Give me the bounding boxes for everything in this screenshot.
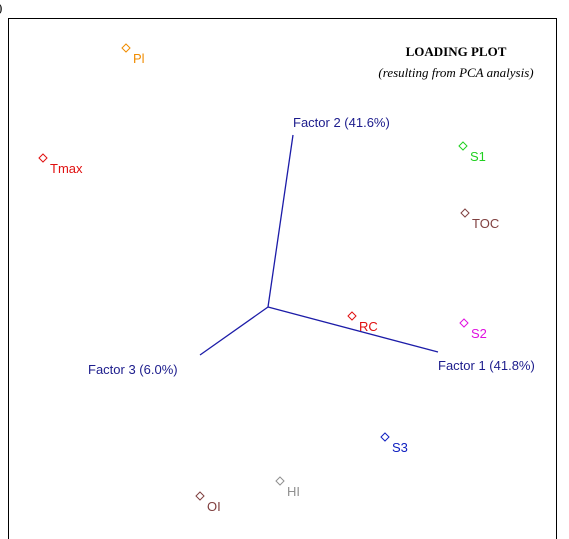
- point-label: TOC: [472, 216, 499, 231]
- panel-label: ): [0, 0, 2, 15]
- point-label: HI: [287, 484, 300, 499]
- title: LOADING PLOT: [406, 44, 507, 59]
- point-marker: [121, 43, 131, 53]
- axis-line: [267, 134, 294, 308]
- frame: [8, 18, 557, 539]
- axis-line: [267, 306, 439, 353]
- point-marker: [459, 318, 469, 328]
- point-marker: [347, 311, 357, 321]
- axis-label: Factor 3 (6.0%): [88, 362, 178, 377]
- point-label: Pl: [133, 51, 145, 66]
- point-label: S2: [471, 326, 487, 341]
- subtitle: (resulting from PCA analysis): [378, 65, 533, 80]
- point-label: OI: [207, 499, 221, 514]
- axis-label: Factor 1 (41.8%): [438, 358, 535, 373]
- point-label: S1: [470, 149, 486, 164]
- point-marker: [195, 491, 205, 501]
- point-marker: [380, 432, 390, 442]
- point-marker: [38, 153, 48, 163]
- point-marker: [275, 476, 285, 486]
- axis-line: [199, 306, 269, 356]
- point-marker: [458, 141, 468, 151]
- point-label: S3: [392, 440, 408, 455]
- point-label: Tmax: [50, 161, 83, 176]
- axis-label: Factor 2 (41.6%): [293, 115, 390, 130]
- point-label: RC: [359, 319, 378, 334]
- point-marker: [460, 208, 470, 218]
